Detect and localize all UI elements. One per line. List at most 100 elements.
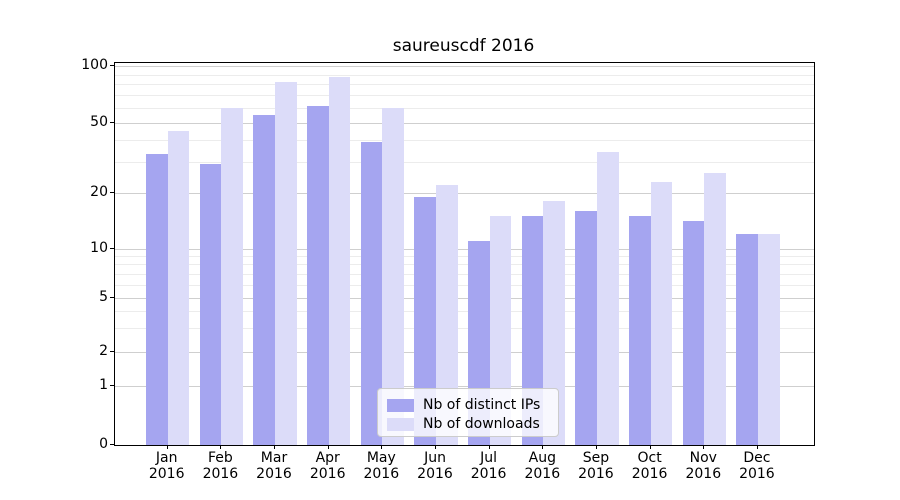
bar-distinct-ips-apr: [306, 106, 329, 445]
y-tick-label: 2: [99, 343, 108, 359]
x-tick-month: Oct: [637, 450, 662, 466]
x-tick-label-oct: Oct 2016: [620, 450, 680, 482]
gridline-minor: [115, 74, 814, 76]
x-tick-label-jun: Jun 2016: [405, 450, 465, 482]
bar-downloads-apr: [328, 77, 351, 445]
x-tick-label-jul: Jul 2016: [459, 450, 519, 482]
x-tick-year: 2016: [256, 466, 292, 482]
bar-distinct-ips-jan: [145, 154, 168, 445]
x-tick-month: Jan: [155, 450, 178, 466]
gridline-major: [115, 66, 814, 67]
legend-swatch-icon: [387, 418, 414, 431]
y-tick-mark: [110, 444, 114, 445]
x-tick-label-mar: Mar 2016: [244, 450, 304, 482]
gridline-minor: [115, 256, 814, 257]
x-tick-label-may: May 2016: [351, 450, 411, 482]
bar-distinct-ips-may: [360, 141, 383, 445]
x-tick-year: 2016: [631, 466, 668, 482]
x-tick-label-feb: Feb 2016: [190, 450, 250, 482]
bar-downloads-oct: [650, 182, 673, 445]
x-tick-month: Sep: [582, 450, 610, 466]
x-tick-year: 2016: [148, 466, 185, 482]
gridline-minor: [115, 284, 814, 286]
x-tick-label-aug: Aug 2016: [512, 450, 572, 482]
legend-label: Nb of distinct IPs: [423, 397, 541, 413]
x-tick-label-nov: Nov 2016: [673, 450, 733, 482]
gridline-major: [115, 297, 814, 299]
x-tick-label-sep: Sep 2016: [566, 450, 626, 482]
x-tick-month: Mar: [260, 450, 288, 466]
legend-swatch-icon: [387, 399, 414, 412]
y-tick-label: 20: [90, 183, 108, 200]
bar-distinct-ips-mar: [253, 114, 275, 445]
bar-downloads-nov: [704, 172, 727, 445]
gridline-major: [115, 192, 814, 194]
x-tick-month: Jul: [480, 450, 498, 466]
x-tick-month: Apr: [315, 450, 340, 466]
bar-distinct-ips-oct: [628, 215, 651, 445]
x-tick-mark: [488, 445, 490, 449]
bar-distinct-ips-dec: [736, 233, 758, 445]
y-tick-mark: [110, 351, 114, 352]
bar-downloads-jul: [489, 215, 512, 445]
x-tick-mark: [703, 445, 705, 449]
legend-entry: Nb of distinct IPs: [387, 396, 550, 415]
legend-label: Nb of downloads: [423, 416, 540, 432]
x-tick-mark: [274, 445, 275, 449]
y-tick-label: 5: [99, 288, 108, 305]
y-tick-label: 10: [90, 239, 108, 256]
x-tick-mark: [435, 445, 436, 449]
bar-distinct-ips-aug: [521, 215, 544, 445]
bar-downloads-sep: [596, 152, 619, 445]
plot-area: [114, 62, 815, 446]
legend-entry: Nb of downloads: [387, 415, 550, 434]
legend: Nb of distinct IPs Nb of downloads: [377, 388, 559, 437]
gridline-minor: [115, 84, 814, 86]
y-tick-mark: [110, 65, 114, 66]
gridline-minor: [115, 327, 814, 329]
x-tick-mark: [542, 445, 544, 449]
gridline-major: [115, 122, 814, 124]
bar-downloads-mar: [275, 82, 297, 445]
x-tick-mark: [166, 445, 168, 449]
bar-downloads-aug: [543, 201, 566, 445]
gridline-major: [115, 352, 814, 353]
x-tick-mark: [756, 445, 758, 449]
chart-title: saureuscdf 2016: [392, 36, 535, 56]
y-tick-label: 1: [99, 377, 108, 393]
x-tick-mark: [220, 445, 222, 449]
x-tick-label-apr: Apr 2016: [298, 450, 358, 482]
x-tick-year: 2016: [578, 466, 614, 482]
x-tick-month: Feb: [207, 450, 233, 466]
x-tick-year: 2016: [202, 466, 239, 482]
bar-distinct-ips-sep: [575, 210, 597, 445]
gridline-minor: [115, 95, 814, 97]
bar-distinct-ips-nov: [682, 221, 705, 445]
x-tick-year: 2016: [417, 466, 453, 482]
x-tick-month: Aug: [528, 450, 556, 466]
x-tick-year: 2016: [470, 466, 507, 482]
x-tick-mark: [327, 445, 329, 449]
gridline-minor: [115, 161, 814, 163]
x-tick-label-jan: Jan 2016: [137, 450, 197, 482]
x-tick-month: May: [366, 450, 396, 466]
bar-downloads-feb: [221, 107, 244, 445]
x-tick-year: 2016: [739, 466, 775, 482]
y-tick-mark: [110, 191, 114, 193]
x-tick-mark: [595, 445, 597, 449]
y-tick-mark: [110, 296, 114, 298]
bar-downloads-may: [382, 107, 405, 445]
gridline-major: [115, 248, 814, 250]
x-tick-month: Dec: [743, 450, 771, 466]
x-tick-year: 2016: [363, 466, 400, 482]
x-tick-month: Jun: [424, 450, 446, 466]
y-tick-mark: [110, 247, 114, 249]
gridline-minor: [115, 139, 814, 141]
x-tick-year: 2016: [685, 466, 722, 482]
x-tick-mark: [649, 445, 651, 449]
x-tick-mark: [381, 445, 383, 449]
gridline-minor: [115, 264, 814, 266]
gridline-major: [115, 386, 814, 387]
bar-distinct-ips-jun: [414, 196, 436, 445]
